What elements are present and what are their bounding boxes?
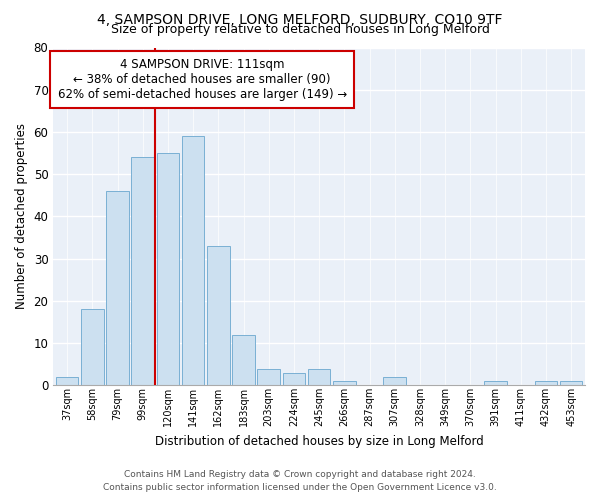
Bar — [81, 310, 104, 386]
Bar — [283, 372, 305, 386]
Y-axis label: Number of detached properties: Number of detached properties — [15, 124, 28, 310]
Bar — [257, 368, 280, 386]
Bar — [383, 377, 406, 386]
Bar — [535, 381, 557, 386]
Bar — [106, 191, 129, 386]
Bar — [207, 246, 230, 386]
Bar — [232, 334, 255, 386]
Bar — [157, 153, 179, 386]
X-axis label: Distribution of detached houses by size in Long Melford: Distribution of detached houses by size … — [155, 434, 484, 448]
Text: 4, SAMPSON DRIVE, LONG MELFORD, SUDBURY, CO10 9TF: 4, SAMPSON DRIVE, LONG MELFORD, SUDBURY,… — [97, 12, 503, 26]
Text: 4 SAMPSON DRIVE: 111sqm
← 38% of detached houses are smaller (90)
62% of semi-de: 4 SAMPSON DRIVE: 111sqm ← 38% of detache… — [58, 58, 347, 100]
Bar — [308, 368, 331, 386]
Text: Contains HM Land Registry data © Crown copyright and database right 2024.
Contai: Contains HM Land Registry data © Crown c… — [103, 470, 497, 492]
Bar — [56, 377, 79, 386]
Bar — [560, 381, 583, 386]
Bar — [131, 158, 154, 386]
Bar — [182, 136, 205, 386]
Bar — [333, 381, 356, 386]
Bar — [484, 381, 507, 386]
Text: Size of property relative to detached houses in Long Melford: Size of property relative to detached ho… — [110, 22, 490, 36]
